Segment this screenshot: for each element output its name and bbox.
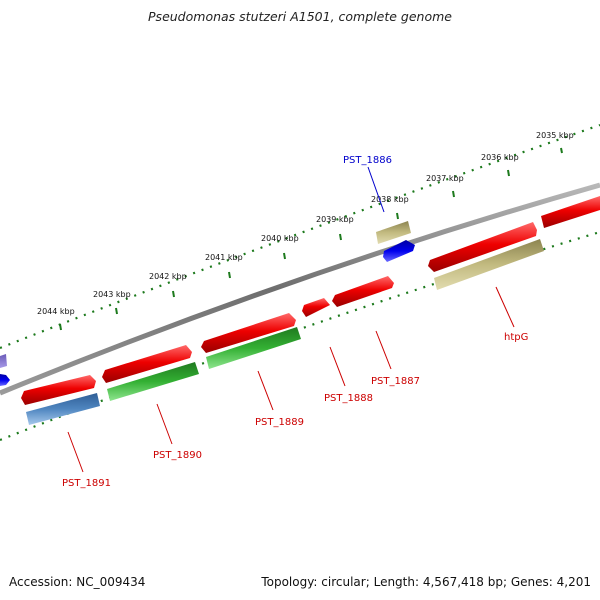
- feature-olive-PST_1886: [376, 221, 411, 244]
- ruler-label-2036: 2036 kbp: [481, 153, 519, 162]
- length-value: 4,567,418 bp: [422, 575, 503, 589]
- accession-value: NC_009434: [76, 575, 146, 589]
- feature-blue-reverse: [383, 240, 415, 262]
- cds-arrow-right-edge: [541, 196, 600, 228]
- gene-label-PST_1887: PST_1887: [371, 376, 420, 387]
- cds-arrow-PST_1891: [21, 375, 96, 405]
- ruler-track-outer: [0, 123, 600, 350]
- accession-label: Accession:: [9, 575, 73, 589]
- ruler-label-2038: 2038 kbp: [371, 195, 409, 204]
- genes-label: Genes:: [510, 575, 553, 589]
- topology-value: circular: [321, 575, 366, 589]
- feature-blue-left-edge: [0, 374, 10, 386]
- accession-line: Accession: NC_009434: [9, 575, 145, 589]
- feature-green-PST_1889: [206, 327, 301, 369]
- gene-labels: PST_1886 htpG PST_1887 PST_1888 PST_1889…: [62, 155, 528, 489]
- leader-PST_1888: [329, 346, 346, 387]
- ruler-labels: 2035 kbp 2036 kbp 2037 kbp 2038 kbp 2039…: [37, 131, 574, 316]
- ruler-label-2040: 2040 kbp: [261, 234, 299, 243]
- secondary-features: [0, 221, 544, 425]
- ruler-label-2039: 2039 kbp: [316, 215, 354, 224]
- cds-arrow-PST_1888: [302, 298, 330, 317]
- gene-label-PST_1890: PST_1890: [153, 450, 202, 461]
- gene-label-PST_1889: PST_1889: [255, 417, 304, 428]
- leader-htpG: [495, 286, 515, 328]
- genome-summary: Topology: circular; Length: 4,567,418 bp…: [261, 575, 591, 589]
- leader-PST_1889: [257, 370, 274, 411]
- topology-label: Topology:: [261, 575, 318, 589]
- gene-label-PST_1886: PST_1886: [343, 155, 392, 166]
- ruler-label-2043: 2043 kbp: [93, 290, 131, 299]
- label-leaders: [67, 166, 515, 473]
- leader-PST_1887: [375, 330, 392, 370]
- leader-PST_1890: [156, 403, 173, 445]
- ruler-label-2041: 2041 kbp: [205, 253, 243, 262]
- forward-strand-features: [21, 196, 600, 405]
- length-label: Length:: [373, 575, 420, 589]
- cds-arrow-PST_1887: [332, 276, 394, 307]
- feature-steelblue-PST_1891: [26, 393, 100, 425]
- map-title: Pseudomonas stutzeri A1501, complete gen…: [148, 9, 452, 24]
- ruler-label-2035: 2035 kbp: [536, 131, 574, 140]
- genes-value: 4,201: [556, 575, 591, 589]
- leader-PST_1891: [67, 431, 84, 473]
- feature-purple-left-edge: [0, 354, 7, 368]
- cds-arrow-htpG: [428, 222, 537, 272]
- gene-label-PST_1891: PST_1891: [62, 478, 111, 489]
- feature-olive-htpG: [434, 239, 544, 290]
- leader-PST_1886: [367, 166, 385, 213]
- gene-label-htpG: htpG: [504, 332, 528, 343]
- ruler-label-2037: 2037 kbp: [426, 174, 464, 183]
- cds-arrow-PST_1890: [102, 345, 192, 383]
- ruler-label-2042: 2042 kbp: [149, 272, 187, 281]
- genome-backbone: [0, 182, 600, 396]
- ruler-major-ticks: [59, 147, 563, 331]
- ruler-label-2044: 2044 kbp: [37, 307, 75, 316]
- cds-arrow-PST_1889: [201, 313, 296, 353]
- gene-label-PST_1888: PST_1888: [324, 393, 373, 404]
- feature-green-PST_1890: [107, 362, 199, 401]
